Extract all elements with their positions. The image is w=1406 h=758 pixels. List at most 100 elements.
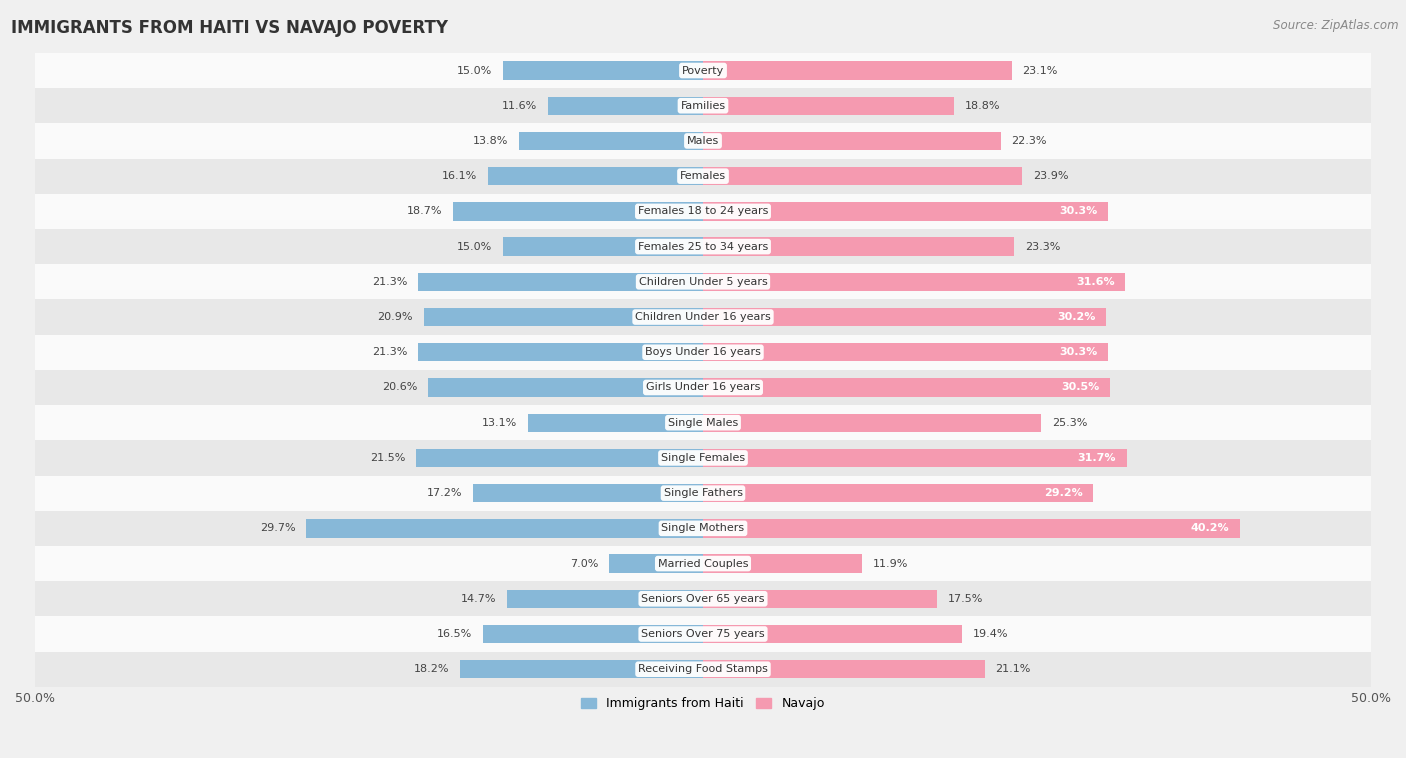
Bar (35, 581, 1371, 616)
Legend: Immigrants from Haiti, Navajo: Immigrants from Haiti, Navajo (576, 693, 830, 716)
Text: 15.0%: 15.0% (457, 242, 492, 252)
Text: 19.4%: 19.4% (973, 629, 1008, 639)
Text: 29.2%: 29.2% (1043, 488, 1083, 498)
Text: 22.3%: 22.3% (1011, 136, 1047, 146)
Bar (502, 61, 703, 80)
Bar (35, 652, 1371, 687)
Bar (427, 378, 703, 396)
Text: 15.0%: 15.0% (457, 65, 492, 76)
Bar (419, 343, 703, 362)
Bar (703, 414, 1040, 432)
Text: Single Females: Single Females (661, 453, 745, 463)
Bar (35, 546, 1371, 581)
Text: 16.1%: 16.1% (441, 171, 477, 181)
Bar (35, 299, 1371, 334)
Text: 31.7%: 31.7% (1077, 453, 1116, 463)
Bar (35, 334, 1371, 370)
Text: 21.1%: 21.1% (995, 664, 1031, 674)
Bar (703, 484, 1092, 503)
Text: 40.2%: 40.2% (1191, 523, 1229, 534)
Bar (35, 229, 1371, 265)
Bar (35, 88, 1371, 124)
Text: 23.1%: 23.1% (1022, 65, 1057, 76)
Bar (529, 414, 703, 432)
Bar (35, 53, 1371, 88)
Bar (35, 158, 1371, 194)
Text: 18.8%: 18.8% (965, 101, 1000, 111)
Text: IMMIGRANTS FROM HAITI VS NAVAJO POVERTY: IMMIGRANTS FROM HAITI VS NAVAJO POVERTY (11, 19, 449, 37)
Text: 30.2%: 30.2% (1057, 312, 1095, 322)
Text: 20.9%: 20.9% (378, 312, 413, 322)
Bar (502, 237, 703, 255)
Text: Married Couples: Married Couples (658, 559, 748, 568)
Bar (703, 202, 1108, 221)
Text: 21.5%: 21.5% (370, 453, 405, 463)
Text: Males: Males (688, 136, 718, 146)
Bar (703, 625, 962, 643)
Bar (35, 194, 1371, 229)
Text: Poverty: Poverty (682, 65, 724, 76)
Bar (703, 590, 936, 608)
Text: Females 25 to 34 years: Females 25 to 34 years (638, 242, 768, 252)
Bar (35, 475, 1371, 511)
Bar (35, 370, 1371, 405)
Bar (35, 124, 1371, 158)
Bar (416, 449, 703, 467)
Text: Receiving Food Stamps: Receiving Food Stamps (638, 664, 768, 674)
Bar (703, 308, 1107, 326)
Bar (703, 343, 1108, 362)
Bar (703, 167, 1022, 185)
Text: 18.7%: 18.7% (406, 206, 443, 216)
Text: Seniors Over 65 years: Seniors Over 65 years (641, 594, 765, 604)
Text: 16.5%: 16.5% (437, 629, 472, 639)
Bar (703, 132, 1001, 150)
Bar (506, 590, 703, 608)
Bar (35, 511, 1371, 546)
Text: 20.6%: 20.6% (381, 383, 418, 393)
Text: 29.7%: 29.7% (260, 523, 295, 534)
Bar (548, 96, 703, 115)
Text: Children Under 5 years: Children Under 5 years (638, 277, 768, 287)
Text: 14.7%: 14.7% (460, 594, 496, 604)
Bar (35, 265, 1371, 299)
Bar (703, 519, 1240, 537)
Text: 21.3%: 21.3% (373, 347, 408, 357)
Bar (703, 61, 1011, 80)
Bar (703, 554, 862, 573)
Bar (703, 96, 955, 115)
Text: 21.3%: 21.3% (373, 277, 408, 287)
Text: Children Under 16 years: Children Under 16 years (636, 312, 770, 322)
Bar (474, 484, 703, 503)
Text: 11.6%: 11.6% (502, 101, 537, 111)
Bar (488, 167, 703, 185)
Bar (423, 308, 703, 326)
Text: Single Fathers: Single Fathers (664, 488, 742, 498)
Text: 30.3%: 30.3% (1059, 206, 1097, 216)
Bar (703, 237, 1014, 255)
Bar (703, 378, 1111, 396)
Text: Females: Females (681, 171, 725, 181)
Bar (35, 405, 1371, 440)
Text: 11.9%: 11.9% (873, 559, 908, 568)
Text: Boys Under 16 years: Boys Under 16 years (645, 347, 761, 357)
Text: Females 18 to 24 years: Females 18 to 24 years (638, 206, 768, 216)
Bar (453, 202, 703, 221)
Bar (35, 440, 1371, 475)
Bar (519, 132, 703, 150)
Bar (307, 519, 703, 537)
Text: Seniors Over 75 years: Seniors Over 75 years (641, 629, 765, 639)
Text: 18.2%: 18.2% (413, 664, 449, 674)
Bar (703, 449, 1126, 467)
Text: 30.3%: 30.3% (1059, 347, 1097, 357)
Text: Source: ZipAtlas.com: Source: ZipAtlas.com (1274, 19, 1399, 32)
Text: 13.8%: 13.8% (472, 136, 508, 146)
Bar (703, 660, 984, 678)
Text: Families: Families (681, 101, 725, 111)
Bar (703, 273, 1125, 291)
Text: 7.0%: 7.0% (571, 559, 599, 568)
Text: Single Males: Single Males (668, 418, 738, 428)
Text: 30.5%: 30.5% (1062, 383, 1099, 393)
Bar (35, 616, 1371, 652)
Text: 17.5%: 17.5% (948, 594, 983, 604)
Text: 23.9%: 23.9% (1033, 171, 1069, 181)
